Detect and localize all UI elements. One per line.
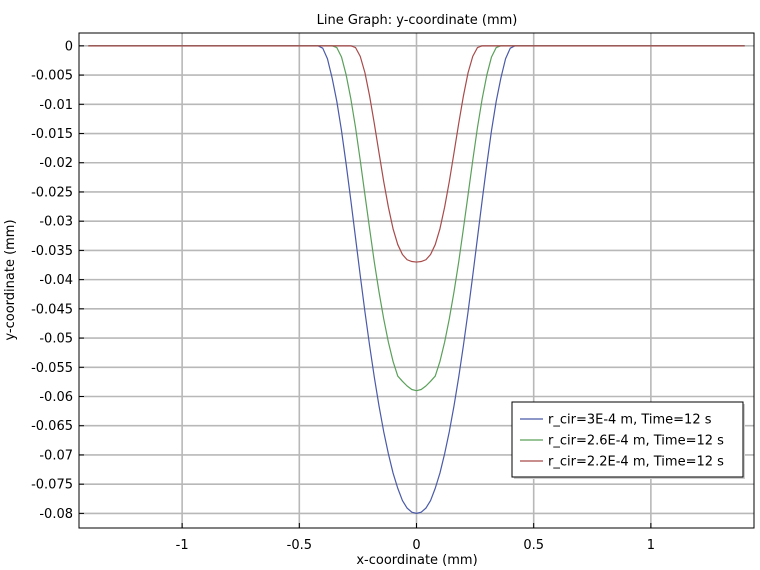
y-tick-label: -0.05 xyxy=(39,332,73,347)
series-line-3 xyxy=(88,45,745,263)
y-tick-label: -0.07 xyxy=(39,448,73,463)
y-tick-label: -0.005 xyxy=(31,69,73,84)
legend: r_cir=3E-4 m, Time=12 s r_cir=2.6E-4 m, T… xyxy=(511,401,745,479)
y-tick-label: -0.035 xyxy=(31,244,73,259)
y-axis-ticks: 0 -0.005 -0.01 -0.015 -0.02 -0.025 -0.03 -0.035… xyxy=(31,39,84,522)
x-tick-label: 1 xyxy=(647,538,655,553)
y-tick-label: -0.045 xyxy=(31,302,73,317)
x-axis-label: x-coordinate (mm) xyxy=(356,553,477,568)
x-axis-ticks: -1 -0.5 0 0.5 1 xyxy=(176,523,655,553)
y-tick-label: -0.015 xyxy=(31,127,73,142)
y-tick-label: -0.08 xyxy=(39,507,73,522)
x-tick-label: -0.5 xyxy=(287,538,312,553)
series-group xyxy=(88,45,745,514)
series-line-2 xyxy=(88,45,745,392)
chart-title: Line Graph: y-coordinate (mm) xyxy=(317,13,518,28)
legend-entry: r_cir=3E-4 m, Time=12 s xyxy=(548,413,712,428)
y-tick-label: -0.04 xyxy=(39,273,73,288)
y-tick-label: -0.065 xyxy=(31,419,73,434)
legend-entry: r_cir=2.6E-4 m, Time=12 s xyxy=(548,434,724,449)
x-tick-label: 0.5 xyxy=(523,538,544,553)
legend-entry: r_cir=2.2E-4 m, Time=12 s xyxy=(548,455,724,470)
legend-box xyxy=(511,401,744,478)
y-tick-label: -0.055 xyxy=(31,361,73,376)
series-line-1 xyxy=(88,45,745,514)
y-tick-label: -0.02 xyxy=(39,156,73,171)
y-tick-label: -0.01 xyxy=(39,98,73,113)
y-tick-label: -0.06 xyxy=(39,390,73,405)
y-tick-label: -0.075 xyxy=(31,478,73,493)
y-tick-label: 0 xyxy=(65,39,73,54)
x-tick-label: -1 xyxy=(176,538,189,553)
y-tick-label: -0.025 xyxy=(31,185,73,200)
y-axis-label: y-coordinate (mm) xyxy=(3,219,18,340)
y-tick-label: -0.03 xyxy=(39,215,73,230)
x-tick-label: 0 xyxy=(412,538,420,553)
